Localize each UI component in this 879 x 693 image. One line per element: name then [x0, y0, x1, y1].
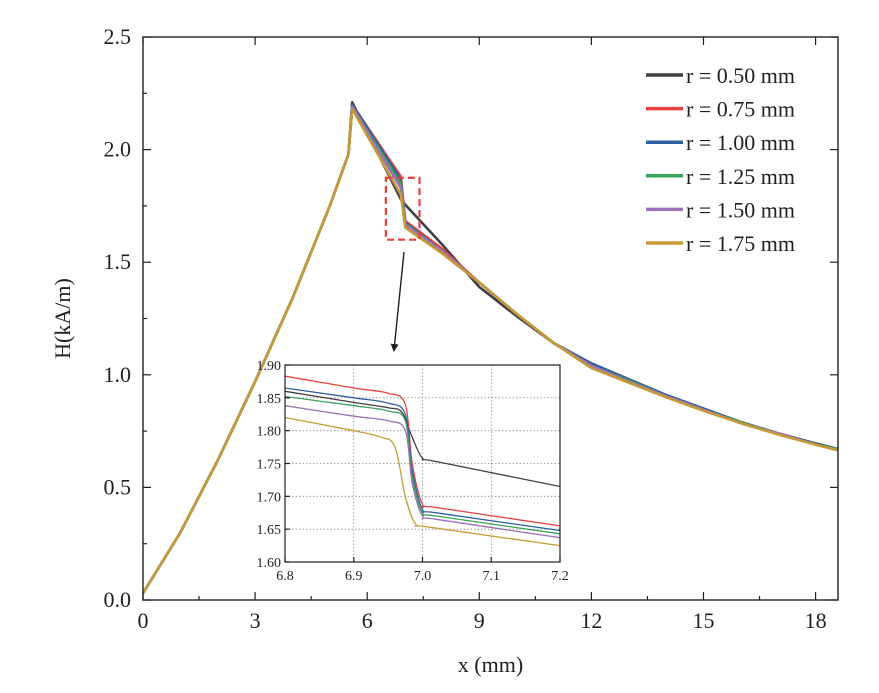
inset-plot: 6.8 6.9 7.0 7.1 7.2 1.60 1.65 1.70 1.75 1.80 1.85 1…: [257, 359, 569, 584]
y-tick-label: 1.5: [104, 249, 132, 274]
y-tick-label: 1.0: [104, 362, 132, 387]
x-tick-label: 9: [474, 608, 485, 633]
x-tick-label: 3: [250, 608, 261, 633]
legend-label-3: r = 1.25 mm: [686, 164, 795, 189]
inset-x-tick-label: 6.9: [345, 569, 363, 584]
inset-y-tick-label: 1.70: [257, 490, 282, 505]
y-axis-label: H(kA/m): [50, 278, 75, 359]
inset-y-tick-label: 1.90: [257, 359, 282, 374]
inset-y-tick-label: 1.75: [257, 458, 282, 473]
inset-y-tick-label: 1.80: [257, 425, 282, 440]
y-tick-label: 2.5: [104, 24, 132, 49]
inset-x-tick-label: 7.0: [414, 569, 432, 584]
x-tick-label: 6: [362, 608, 373, 633]
legend-label-5: r = 1.75 mm: [686, 231, 795, 256]
inset-x-tick-label: 7.2: [551, 569, 569, 584]
x-tick-label: 15: [692, 608, 714, 633]
x-tick-label: 12: [580, 608, 602, 633]
legend-label-1: r = 0.75 mm: [686, 97, 795, 122]
x-axis-label: x (mm): [458, 652, 523, 677]
main-plot: 0 3 6 9 12 15 18 0.0 0.5 1.0 1.5 2.0 2.5 x (mm) H(kA/m…: [50, 24, 838, 677]
y-tick-label: 0.5: [104, 474, 132, 499]
x-tick-label: 0: [138, 608, 149, 633]
inset-y-tick-label: 1.65: [257, 523, 282, 538]
y-tick-label: 2.0: [104, 137, 132, 162]
legend-label-2: r = 1.00 mm: [686, 130, 795, 155]
inset-x-tick-label: 6.8: [276, 569, 294, 584]
inset-x-tick-label: 7.1: [483, 569, 501, 584]
inset-y-tick-label: 1.85: [257, 392, 282, 407]
legend: r = 0.50 mm r = 0.75 mm r = 1.00 mm r = 1.2…: [646, 63, 795, 256]
y-tick-label: 0.0: [104, 587, 132, 612]
legend-label-4: r = 1.50 mm: [686, 197, 795, 222]
legend-label-0: r = 0.50 mm: [686, 63, 795, 88]
zoom-arrow: [394, 252, 404, 350]
x-tick-label: 18: [805, 608, 827, 633]
inset-y-tick-label: 1.60: [257, 556, 282, 571]
